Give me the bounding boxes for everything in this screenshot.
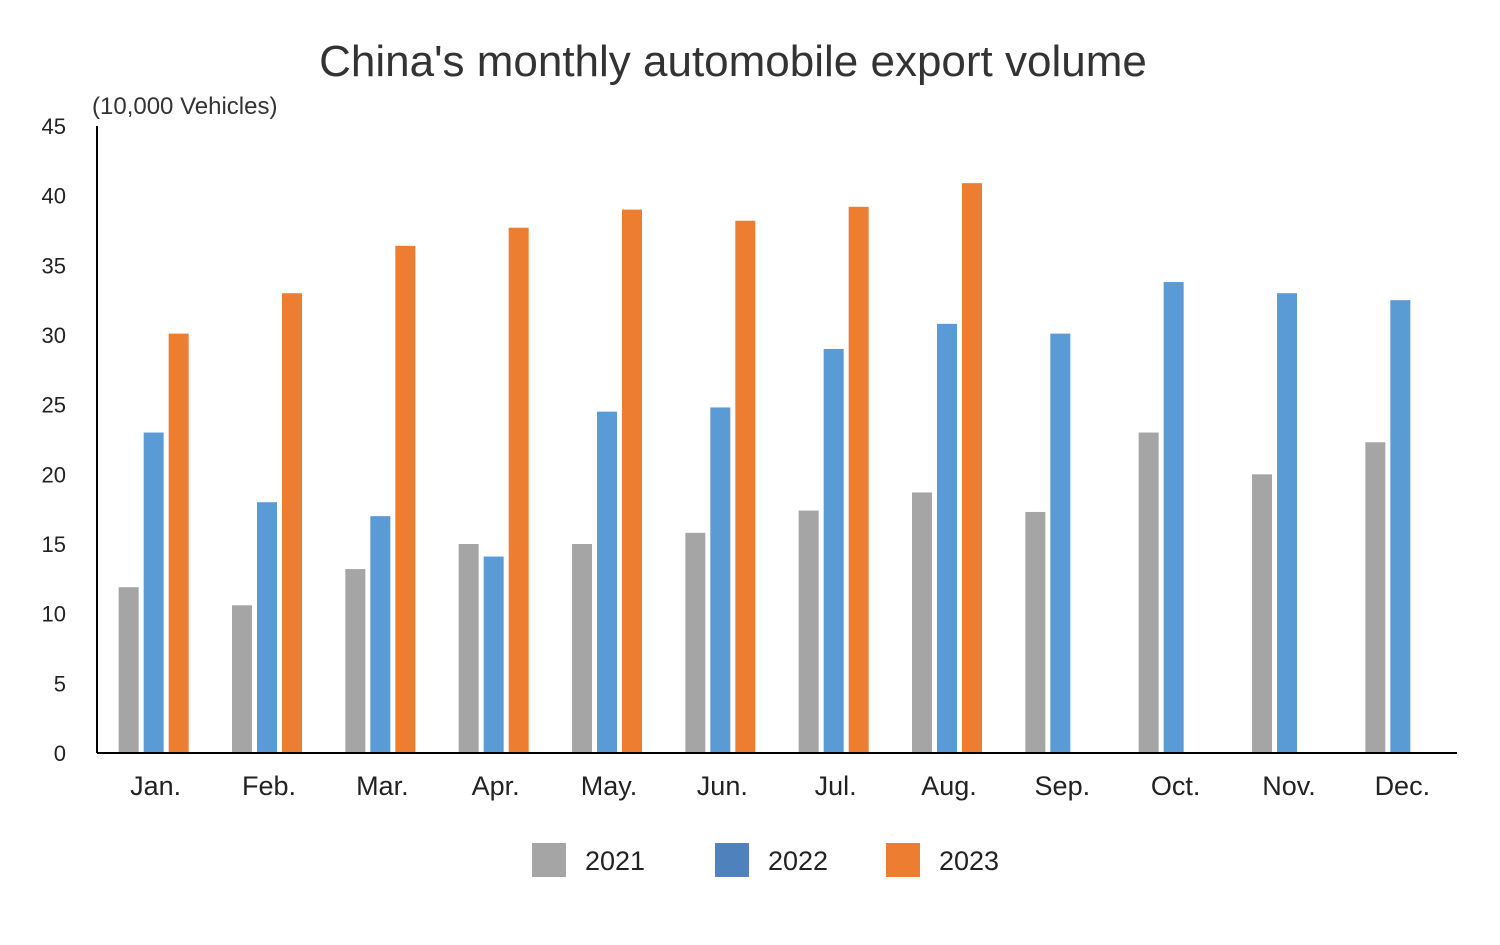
y-tick-label: 40 — [42, 184, 66, 209]
axes — [96, 126, 1457, 754]
bar-2022-mar — [370, 516, 391, 753]
bar-2022-apr — [483, 556, 504, 753]
bar-2023-aug — [962, 183, 982, 754]
bar-2022-jul — [823, 348, 844, 753]
chart-title: China's monthly automobile export volume — [319, 37, 1147, 86]
x-tick-label: Oct. — [1151, 771, 1201, 801]
x-tick-label: Dec. — [1375, 771, 1431, 801]
x-axis-ticks: Jan. Feb. Mar. Apr. May. Jun. Jul. Aug. Sep. Oct.… — [130, 771, 1430, 801]
y-tick-label: 5 — [54, 671, 66, 696]
x-tick-label: Jul. — [815, 771, 857, 801]
bar-2021-oct — [1138, 432, 1159, 753]
bar-2023-jun — [735, 220, 756, 753]
bar-2022-oct — [1163, 282, 1184, 753]
legend-swatch-2021 — [532, 843, 566, 877]
bar-2021-nov — [1252, 474, 1272, 753]
y-tick-label: 25 — [42, 393, 66, 418]
x-tick-label: Mar. — [356, 771, 409, 801]
bar-2023-feb — [282, 293, 302, 753]
legend: 2021 2022 2023 — [532, 843, 999, 877]
x-tick-label: May. — [581, 771, 638, 801]
bar-2022-jun — [710, 407, 731, 753]
y-tick-label: 10 — [42, 602, 66, 627]
bar-2021-may — [572, 544, 592, 753]
bar-group — [118, 183, 1411, 754]
x-tick-label: Sep. — [1035, 771, 1091, 801]
legend-swatch-2023 — [886, 843, 920, 877]
legend-label-2023: 2023 — [939, 846, 999, 876]
bar-2022-nov — [1277, 293, 1297, 753]
y-tick-label: 30 — [42, 323, 66, 348]
bar-2021-jan — [118, 587, 139, 753]
bar-2022-sep — [1050, 333, 1071, 753]
bar-2022-dec — [1390, 300, 1411, 753]
bar-2022-aug — [937, 323, 957, 753]
bar-2021-sep — [1025, 511, 1046, 753]
x-tick-label: Jun. — [697, 771, 748, 801]
y-tick-label: 20 — [42, 462, 66, 487]
x-tick-label: Jan. — [130, 771, 181, 801]
legend-label-2021: 2021 — [585, 846, 645, 876]
bar-2023-mar — [395, 245, 416, 753]
bar-2021-apr — [458, 544, 479, 753]
bar-2021-feb — [232, 605, 252, 753]
bar-2023-may — [622, 209, 642, 754]
bar-2021-aug — [912, 492, 932, 753]
legend-label-2022: 2022 — [768, 846, 828, 876]
x-tick-label: Nov. — [1262, 771, 1316, 801]
bar-2022-jan — [143, 432, 164, 753]
x-tick-label: Aug. — [921, 771, 977, 801]
bar-2021-jun — [685, 532, 706, 753]
y-axis-unit-label: (10,000 Vehicles) — [92, 93, 277, 120]
y-tick-label: 0 — [54, 741, 66, 766]
bar-2021-dec — [1365, 442, 1386, 753]
y-tick-label: 15 — [42, 532, 66, 557]
bar-2023-jan — [168, 333, 189, 753]
x-tick-label: Apr. — [472, 771, 520, 801]
bar-2021-jul — [798, 510, 819, 753]
bar-2021-mar — [345, 569, 366, 753]
y-tick-label: 45 — [42, 114, 66, 139]
bar-2022-feb — [257, 502, 277, 753]
x-tick-label: Feb. — [242, 771, 296, 801]
y-tick-label: 35 — [42, 253, 66, 278]
bar-2023-apr — [508, 227, 529, 754]
bar-2023-jul — [848, 206, 869, 753]
y-axis-ticks: 0 5 10 15 20 25 30 35 40 45 — [42, 114, 66, 766]
legend-swatch-2022 — [715, 843, 749, 877]
bar-2022-may — [597, 411, 617, 753]
